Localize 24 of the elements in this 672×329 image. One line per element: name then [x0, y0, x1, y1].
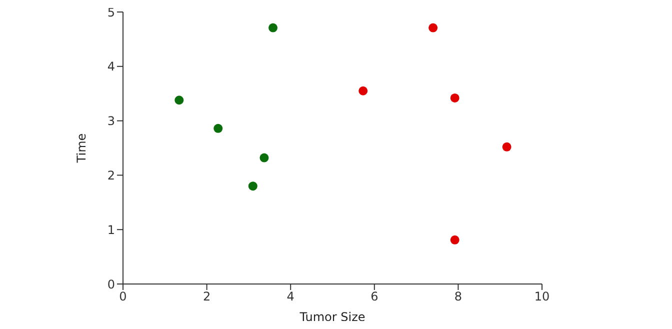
point — [214, 124, 223, 133]
point — [260, 153, 269, 162]
y-tick-label: 3 — [107, 114, 115, 128]
x-tick-label: 4 — [286, 290, 294, 304]
y-tick-label: 1 — [107, 222, 115, 237]
x-tick-label: 6 — [370, 290, 378, 304]
point — [428, 23, 438, 32]
y-tick-label: 2 — [107, 168, 115, 182]
point — [358, 86, 368, 96]
point — [502, 142, 512, 152]
y-tick-label: 5 — [107, 5, 115, 20]
point — [450, 235, 460, 244]
y-tick-label: 4 — [107, 60, 115, 74]
x-tick-label: 0 — [119, 290, 127, 304]
x-tick-label: 2 — [202, 290, 211, 304]
x-axis-title: Tumor Size — [298, 310, 366, 324]
point — [450, 93, 460, 102]
point — [174, 96, 184, 105]
point — [248, 182, 258, 191]
y-axis-title: Time — [74, 133, 88, 164]
point — [268, 23, 278, 32]
y-tick-label: 0 — [107, 277, 115, 292]
x-tick-label: 8 — [454, 290, 462, 304]
x-tick-label: 10 — [534, 290, 550, 304]
